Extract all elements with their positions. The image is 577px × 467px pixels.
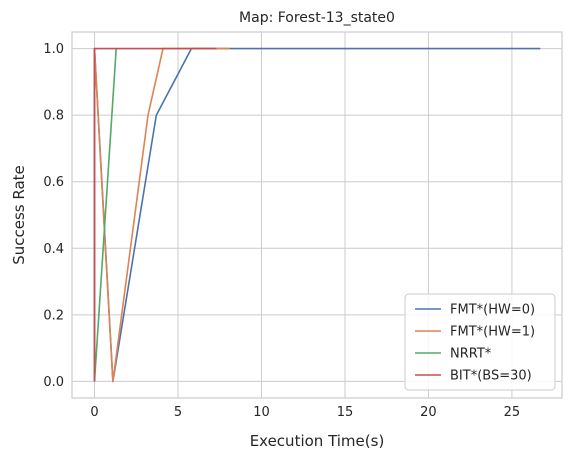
tick-labels: 0 5 10 15 20 25 0.0 0.2 0.4 0.6 0.8 1.0 xyxy=(43,42,520,420)
y-axis-label: Success Rate xyxy=(10,165,28,265)
y-tick-label: 0.2 xyxy=(43,308,64,323)
y-tick-label: 0.0 xyxy=(43,375,64,390)
chart-title: Map: Forest-13_state0 xyxy=(239,10,395,26)
y-tick-label: 1.0 xyxy=(43,42,64,57)
x-tick-label: 20 xyxy=(420,405,437,420)
legend-label: NRRT* xyxy=(450,347,492,362)
grid-lines xyxy=(72,32,562,398)
legend-box xyxy=(404,293,556,391)
legend-label: FMT*(HW=1) xyxy=(450,325,535,340)
x-tick-label: 15 xyxy=(337,405,354,420)
y-tick-label: 0.8 xyxy=(43,109,64,124)
series-line-3 xyxy=(93,48,117,382)
x-axis-label: Execution Time(s) xyxy=(250,432,385,450)
series-line-4 xyxy=(93,47,217,382)
series-lines xyxy=(93,47,541,383)
y-tick-label: 0.4 xyxy=(43,242,64,257)
y-tick-label: 0.6 xyxy=(43,175,64,190)
legend-label: FMT*(HW=0) xyxy=(450,303,535,318)
legend: FMT*(HW=0) FMT*(HW=1) NRRT* BIT*(BS=30) xyxy=(404,293,556,391)
x-tick-label: 10 xyxy=(253,405,270,420)
plot-frame xyxy=(71,31,563,399)
legend-label: BIT*(BS=30) xyxy=(450,369,532,384)
x-tick-label: 0 xyxy=(90,405,98,420)
x-tick-label: 25 xyxy=(504,405,521,420)
x-tick-label: 5 xyxy=(174,405,182,420)
